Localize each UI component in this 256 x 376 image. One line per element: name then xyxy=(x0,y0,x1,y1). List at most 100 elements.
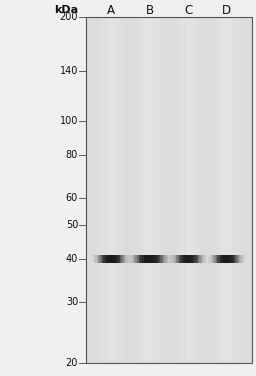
Bar xyxy=(137,255,138,263)
Bar xyxy=(138,255,139,263)
Bar xyxy=(219,255,220,263)
Bar xyxy=(210,255,211,263)
Bar xyxy=(225,255,226,263)
Bar xyxy=(96,255,97,263)
Bar xyxy=(176,255,177,263)
Bar xyxy=(104,255,105,263)
Bar xyxy=(97,255,98,263)
Bar xyxy=(101,255,102,263)
Bar xyxy=(239,255,240,263)
Bar xyxy=(244,255,245,263)
Bar xyxy=(171,255,172,263)
Bar xyxy=(171,255,172,263)
Bar xyxy=(168,255,169,263)
Bar xyxy=(93,255,94,263)
Bar xyxy=(204,255,205,263)
Bar xyxy=(187,255,188,263)
Bar xyxy=(169,255,170,263)
Bar xyxy=(135,255,136,263)
Bar xyxy=(238,255,239,263)
Bar xyxy=(121,255,122,263)
Bar xyxy=(208,255,209,263)
Bar xyxy=(210,255,211,263)
Bar xyxy=(114,255,115,263)
Bar xyxy=(159,255,161,263)
Bar xyxy=(108,255,109,263)
Bar xyxy=(237,255,238,263)
Text: 20: 20 xyxy=(66,358,78,368)
Bar xyxy=(134,255,135,263)
Bar xyxy=(232,255,233,263)
Bar xyxy=(156,255,157,263)
Bar xyxy=(211,255,212,263)
Bar xyxy=(159,255,160,263)
Bar xyxy=(196,255,197,263)
Bar xyxy=(99,255,100,263)
Bar xyxy=(146,255,147,263)
Bar xyxy=(235,255,236,263)
Bar xyxy=(150,255,151,263)
Bar xyxy=(176,255,177,263)
Bar xyxy=(163,255,164,263)
Bar xyxy=(137,255,138,263)
Bar xyxy=(143,255,144,263)
Bar xyxy=(199,255,200,263)
Bar xyxy=(95,255,96,263)
Bar xyxy=(99,255,100,263)
Bar xyxy=(134,255,135,263)
Bar xyxy=(110,255,111,263)
Bar xyxy=(193,255,194,263)
Bar xyxy=(123,255,124,263)
Text: kDa: kDa xyxy=(54,5,78,15)
Bar xyxy=(142,255,143,263)
Bar xyxy=(230,255,231,263)
Bar xyxy=(120,255,121,263)
Bar xyxy=(176,255,177,263)
Bar xyxy=(100,255,101,263)
Bar xyxy=(186,255,187,263)
Bar xyxy=(202,255,203,263)
Bar xyxy=(129,255,130,263)
Bar xyxy=(189,255,190,263)
Bar xyxy=(149,255,150,263)
Bar xyxy=(117,255,118,263)
Bar xyxy=(106,255,107,263)
Bar xyxy=(127,255,128,263)
Bar xyxy=(179,255,180,263)
Bar xyxy=(164,255,165,263)
Text: 140: 140 xyxy=(60,65,78,76)
Bar xyxy=(147,255,148,263)
Text: 60: 60 xyxy=(66,193,78,203)
Bar xyxy=(238,255,239,263)
Bar xyxy=(154,255,155,263)
Bar xyxy=(145,255,146,263)
Bar xyxy=(219,255,220,263)
Bar xyxy=(178,255,179,263)
Bar xyxy=(123,255,124,263)
Bar xyxy=(156,255,157,263)
Bar xyxy=(114,255,115,263)
Bar xyxy=(195,255,196,263)
Bar xyxy=(210,255,211,263)
Bar xyxy=(225,255,226,263)
Bar xyxy=(214,255,215,263)
Bar xyxy=(236,255,237,263)
Bar xyxy=(157,255,158,263)
Bar xyxy=(120,255,121,263)
Bar xyxy=(118,255,119,263)
Bar xyxy=(177,255,178,263)
Bar xyxy=(191,255,192,263)
Bar xyxy=(107,255,108,263)
Bar xyxy=(174,255,175,263)
Bar xyxy=(185,255,186,263)
Bar xyxy=(172,255,173,263)
Bar xyxy=(112,255,113,263)
Bar xyxy=(132,255,133,263)
Bar xyxy=(178,255,179,263)
Bar xyxy=(212,255,213,263)
Bar xyxy=(129,255,130,263)
Bar xyxy=(133,255,134,263)
Bar xyxy=(189,255,190,263)
Bar xyxy=(243,255,244,263)
Bar xyxy=(224,255,225,263)
